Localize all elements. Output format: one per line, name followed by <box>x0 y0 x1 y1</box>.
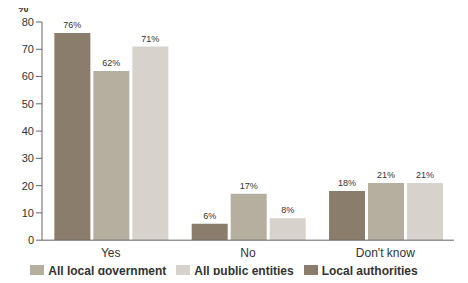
html-text:All public entities: All public entities <box>194 264 294 279</box>
html-text:Local authorities: Local authorities <box>321 264 418 279</box>
svg-text:17%: 17% <box>240 181 258 191</box>
svg-text:0: 0 <box>28 234 34 246</box>
svg-text:71%: 71% <box>141 34 159 44</box>
svg-text:8%: 8% <box>281 205 294 215</box>
svg-text:30: 30 <box>22 152 34 164</box>
svg-text:62%: 62% <box>102 58 120 68</box>
svg-text:76%: 76% <box>63 20 81 30</box>
svg-text:%: % <box>18 8 29 15</box>
svg-text:18%: 18% <box>338 178 356 188</box>
svg-text:40: 40 <box>22 125 34 137</box>
svg-text:No: No <box>240 246 256 260</box>
svg-text:70: 70 <box>22 43 34 55</box>
html-text:All local government: All local government <box>48 264 167 279</box>
svg-text:80: 80 <box>22 16 34 28</box>
svg-text:21%: 21% <box>416 170 434 180</box>
svg-text:50: 50 <box>22 98 34 110</box>
svg-text:20: 20 <box>22 180 34 192</box>
svg-text:60: 60 <box>22 70 34 82</box>
svg-text:21%: 21% <box>377 170 395 180</box>
svg-text:6%: 6% <box>203 211 216 221</box>
svg-text:Yes: Yes <box>101 246 121 260</box>
svg-text:10: 10 <box>22 207 34 219</box>
svg-text:Don't know: Don't know <box>356 246 415 260</box>
